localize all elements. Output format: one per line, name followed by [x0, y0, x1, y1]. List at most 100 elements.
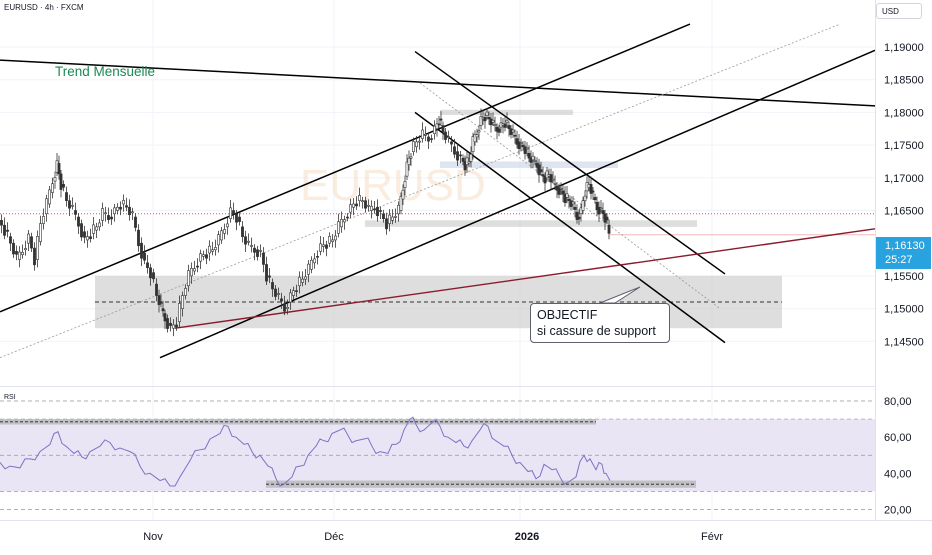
candle-body — [593, 197, 597, 201]
candle-body — [328, 236, 331, 244]
candle-body — [33, 247, 36, 266]
support-trend — [174, 228, 876, 329]
candle-body — [208, 245, 211, 254]
candle-body — [479, 116, 483, 126]
candle-body — [456, 151, 459, 161]
candle-body — [187, 270, 190, 287]
candle-body — [405, 161, 409, 177]
candle-body — [415, 141, 418, 148]
candle-body — [439, 118, 443, 121]
candle-body — [184, 288, 187, 296]
candle-body — [155, 283, 158, 296]
rsi-series-line — [0, 416, 611, 487]
candle-body — [505, 119, 509, 123]
candle-body — [507, 125, 511, 130]
candle-body — [6, 229, 9, 232]
y-tick-label: 1,15000 — [884, 304, 924, 316]
candle-body — [459, 154, 462, 157]
candle-body — [89, 236, 92, 239]
candle-body — [27, 233, 30, 244]
candle-body — [475, 134, 479, 138]
candle-body — [140, 242, 143, 259]
x-tick-label: 2026 — [515, 531, 539, 543]
candle-body — [83, 231, 86, 238]
candle-body — [298, 276, 301, 287]
candle-body — [519, 142, 523, 144]
candle-body — [30, 236, 33, 249]
candle-body — [9, 236, 12, 244]
candle-body — [101, 208, 104, 221]
current-price-badge: 1,16130 25:27 — [876, 237, 931, 269]
candle-body — [361, 200, 364, 202]
candle-body — [42, 216, 45, 224]
candle-body — [316, 255, 319, 258]
y-tick-label: 1,16500 — [884, 206, 924, 218]
candle-body — [493, 124, 497, 126]
candle-body — [214, 247, 217, 251]
candle-body — [471, 136, 475, 152]
candle-body — [149, 267, 152, 279]
candle-body — [250, 245, 253, 247]
candle-body — [262, 252, 265, 265]
candle-body — [579, 207, 583, 215]
candle-body — [265, 264, 268, 282]
candle-body — [379, 210, 382, 212]
candle-body — [467, 161, 471, 164]
candle-body — [178, 303, 181, 322]
candle-body — [515, 138, 519, 145]
candle-body — [104, 212, 107, 215]
candle-body — [71, 204, 74, 207]
callout-line2: si cassure de support — [537, 324, 656, 338]
candle-body — [57, 163, 61, 175]
candle-body — [39, 223, 42, 242]
y-tick-label: 1,18000 — [884, 107, 924, 119]
candle-body — [152, 272, 155, 280]
candle-body — [355, 203, 358, 207]
candle-body — [319, 243, 322, 252]
candle-body — [553, 183, 557, 185]
candle-body — [525, 147, 529, 150]
candle-body — [220, 230, 223, 241]
candle-body — [567, 198, 571, 201]
candle-body — [427, 136, 430, 142]
x-tick-label: Nov — [143, 531, 163, 543]
candle-body — [397, 204, 400, 215]
candle-body — [453, 146, 456, 155]
candle-body — [86, 236, 89, 241]
candle-body — [591, 190, 595, 193]
candle-body — [409, 156, 413, 159]
down-channel-upper — [414, 50, 726, 275]
candle-body — [286, 306, 289, 309]
candle-body — [563, 193, 567, 203]
candle-body — [307, 263, 310, 275]
candle-body — [95, 226, 98, 231]
candle-body — [217, 234, 220, 246]
support-zone — [365, 220, 697, 227]
candle-body — [529, 157, 533, 163]
candle-body — [241, 226, 244, 237]
candle-body — [473, 134, 477, 143]
candle-body — [334, 235, 337, 241]
candle-body — [12, 242, 15, 255]
candle-body — [166, 318, 169, 329]
candle-body — [277, 293, 280, 295]
candle-body — [146, 262, 149, 269]
candle-body — [444, 131, 447, 140]
candle-body — [337, 221, 340, 234]
candle-body — [175, 324, 178, 328]
candle-body — [382, 213, 385, 219]
price-axis — [875, 0, 932, 550]
candle-body — [346, 216, 349, 219]
candle-body — [74, 210, 77, 215]
candle-body — [92, 224, 95, 234]
candle-body — [310, 259, 313, 270]
candle-body — [497, 128, 501, 133]
candle-body — [543, 175, 547, 184]
candle-body — [597, 206, 601, 215]
candle-body — [253, 247, 256, 253]
candle-body — [107, 215, 110, 220]
currency-button[interactable]: USD — [876, 3, 922, 19]
candle-body — [376, 206, 379, 217]
